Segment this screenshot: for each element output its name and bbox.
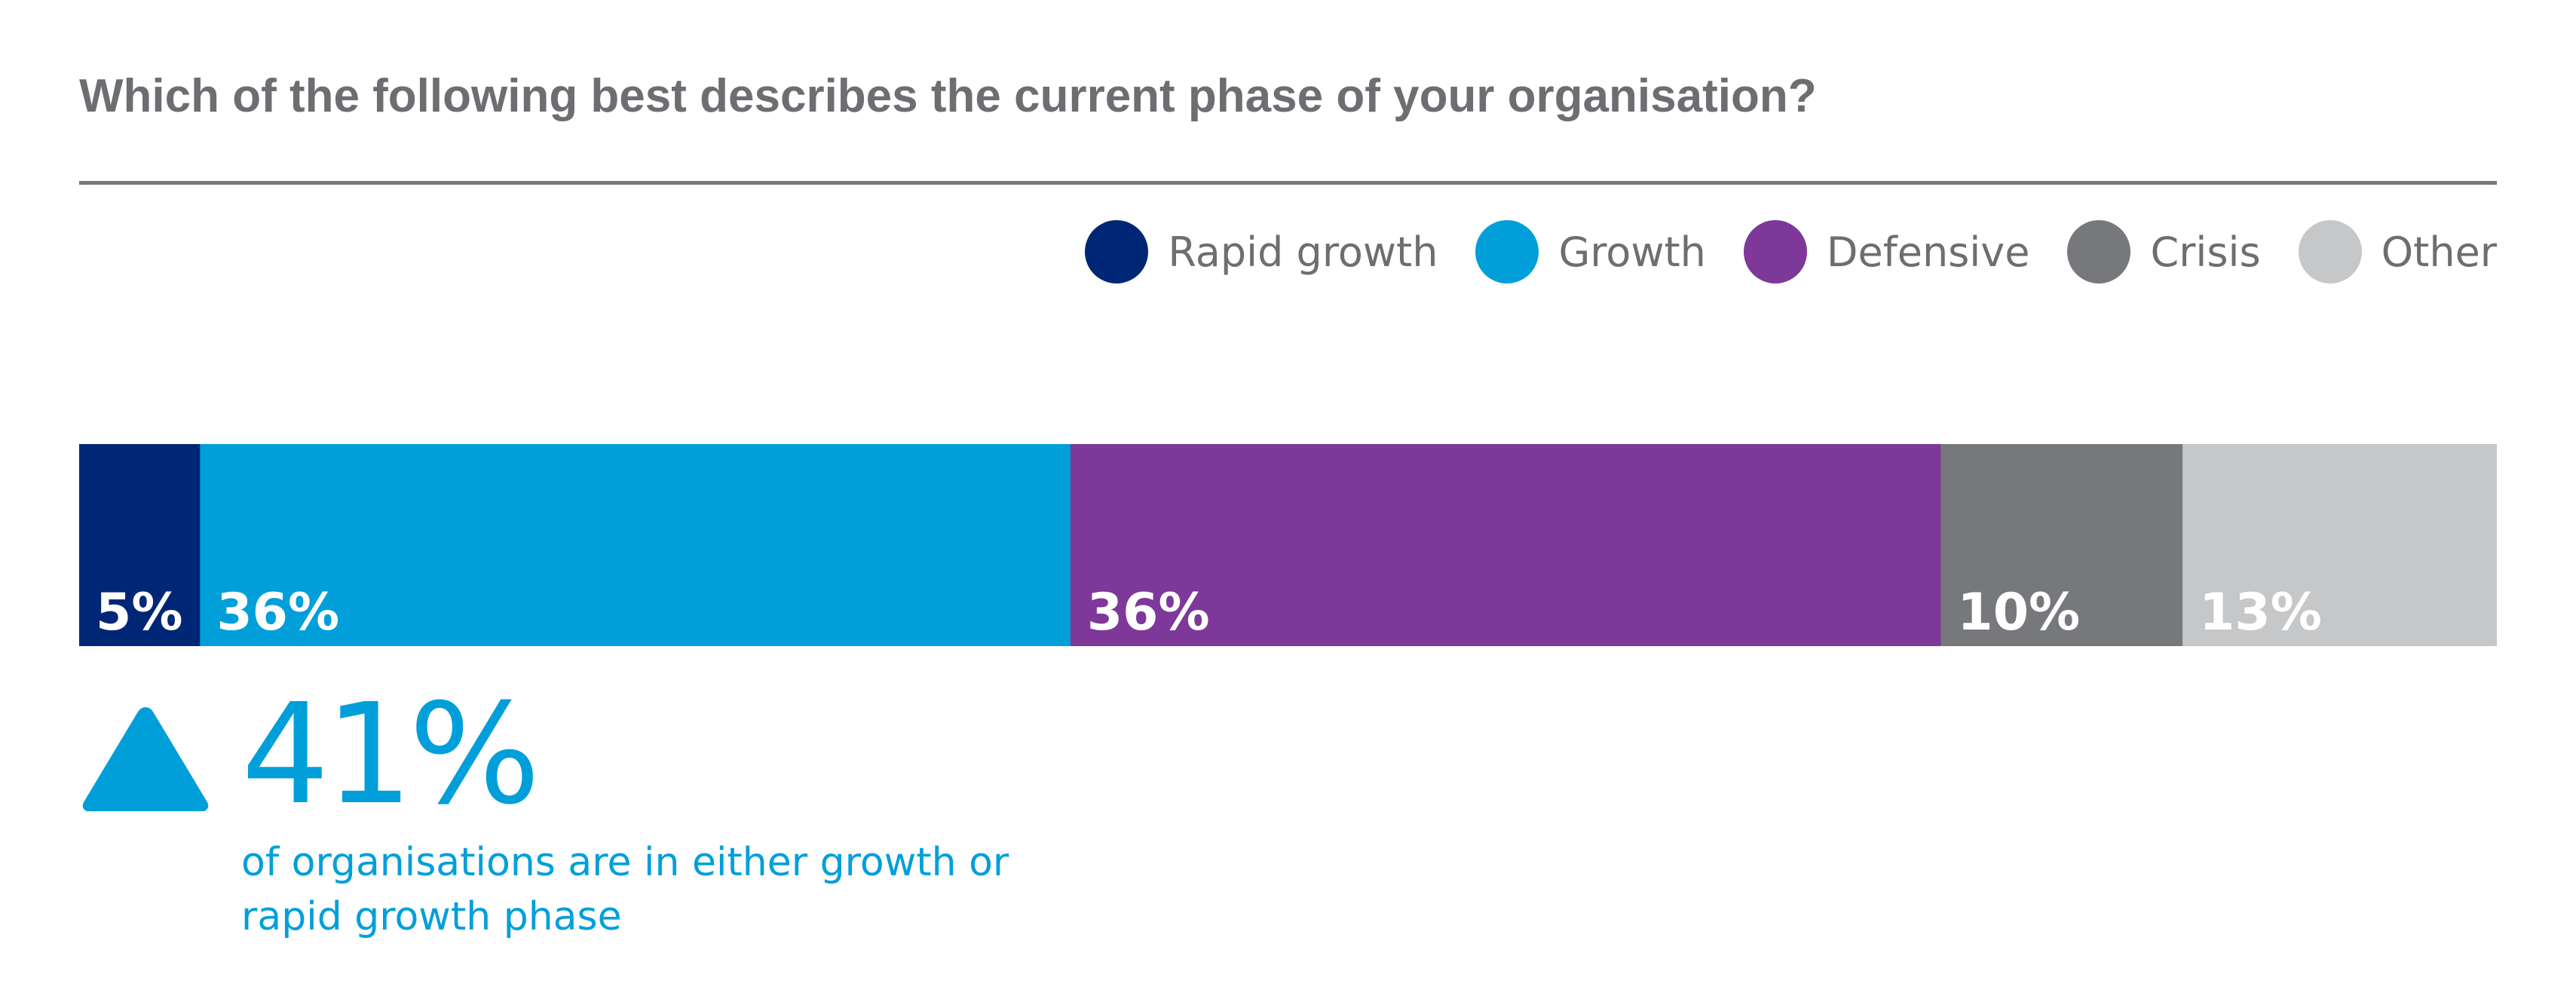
legend-label: Defensive (1826, 228, 2030, 276)
data-label-other: 13% (2199, 583, 2322, 642)
legend-label: Rapid growth (1168, 228, 1438, 276)
bar-segment-rapid-growth (79, 444, 201, 646)
legend-label: Other (2381, 228, 2497, 276)
data-label-defensive: 36% (1087, 583, 1210, 642)
legend-label: Growth (1558, 228, 1706, 276)
legend-swatch (1743, 220, 1807, 283)
legend-swatch (1085, 220, 1149, 283)
title-divider (79, 181, 2497, 185)
bar-segment-defensive (1070, 444, 1941, 646)
legend-label: Crisis (2150, 228, 2261, 276)
callout-value: 41% (241, 674, 541, 835)
chart-legend: Rapid growth Growth Defensive Crisis Other (1085, 214, 2497, 290)
legend-swatch (2298, 220, 2362, 283)
legend-item-other: Other (2298, 220, 2497, 283)
legend-swatch (2067, 220, 2131, 283)
data-label-crisis: 10% (1957, 583, 2080, 642)
triangle-up-icon (82, 707, 209, 811)
legend-item-defensive: Defensive (1743, 220, 2030, 283)
stacked-bar-chart: 5% 36% 36% 10% 13% (79, 444, 2497, 646)
legend-item-growth: Growth (1475, 220, 1706, 283)
bar-segment-crisis (1940, 444, 2183, 646)
data-label-rapid-growth: 5% (96, 583, 182, 642)
legend-item-rapid-growth: Rapid growth (1085, 220, 1438, 283)
bar-segment-growth (200, 444, 1071, 646)
legend-item-crisis: Crisis (2067, 220, 2261, 283)
bar-segment-other (2182, 444, 2497, 646)
callout-text: of organisations are in either growth or… (241, 840, 1009, 939)
data-label-growth: 36% (216, 583, 339, 642)
legend-swatch (1475, 220, 1539, 283)
chart-title: Which of the following best describes th… (79, 70, 1817, 122)
